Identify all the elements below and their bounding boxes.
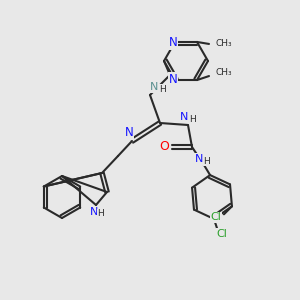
Text: H: H [204,157,210,166]
Text: O: O [159,140,169,154]
Text: N: N [90,207,98,217]
Text: CH₃: CH₃ [216,68,232,76]
Text: N: N [169,36,177,50]
Text: N: N [169,73,177,85]
Text: Cl: Cl [211,212,221,222]
Text: N: N [150,82,158,92]
Text: N: N [124,127,134,140]
Text: CH₃: CH₃ [216,39,232,48]
Text: Cl: Cl [217,229,227,239]
Text: N: N [180,112,188,122]
Text: N: N [195,154,203,164]
Text: H: H [189,115,195,124]
Text: H: H [98,209,104,218]
Text: H: H [159,85,165,94]
